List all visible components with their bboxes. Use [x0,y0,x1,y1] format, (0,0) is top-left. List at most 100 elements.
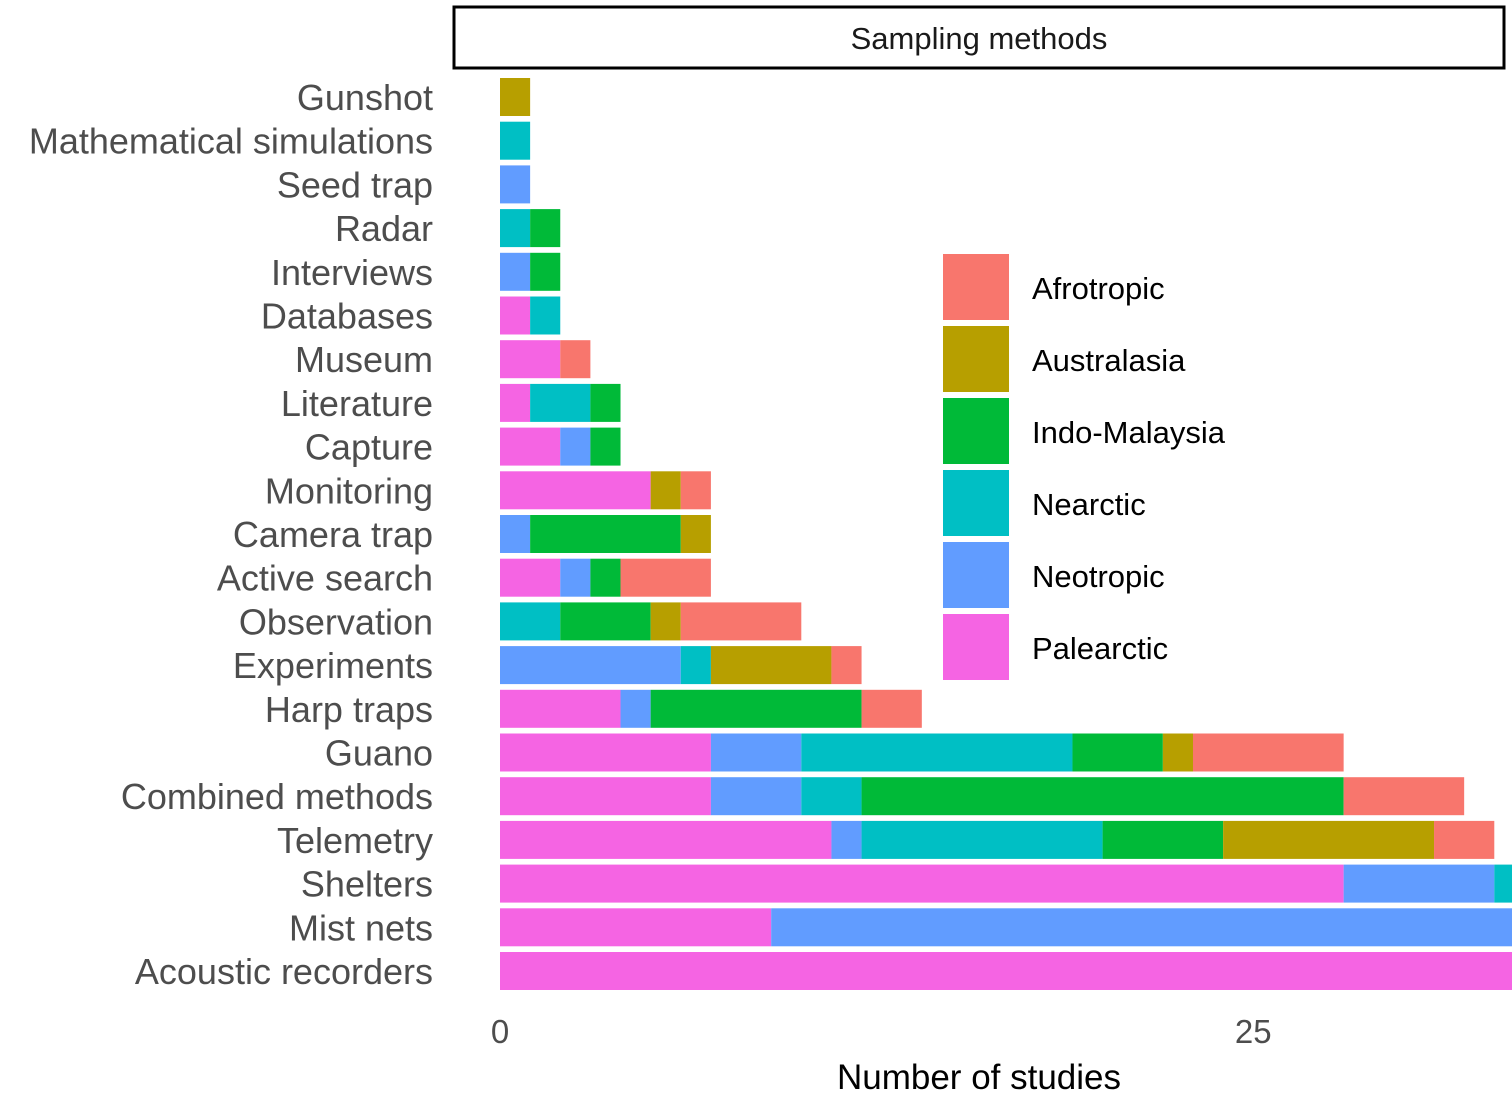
bar-segment [590,383,621,422]
category-label: Monitoring [265,470,433,511]
legend-swatch [943,398,1009,464]
bar-segment [500,209,531,248]
category-label: Seed trap [277,164,433,205]
bar-segment [500,646,681,685]
bar-segment [500,427,561,466]
legend-label: Nearctic [1032,487,1146,522]
bar-segment [500,777,711,816]
legend-label: Indo-Malaysia [1032,415,1226,450]
bar-segment [1162,733,1193,772]
bar-segment [500,515,531,553]
bars-group [500,78,1512,990]
category-label: Guano [325,733,433,774]
bar-segment [560,340,591,379]
x-tick-label: 0 [491,1013,509,1050]
bar-segment [500,121,531,160]
bar-segment [530,209,561,248]
bar-segment [500,733,711,772]
bar-segment [861,777,1344,816]
bar-segment [801,777,862,816]
bar-segment [771,908,1512,947]
bar-segment [620,689,651,728]
bar-segment [500,165,531,204]
bar-segment [500,689,621,728]
legend-label: Palearctic [1032,631,1168,666]
legend-swatch [943,470,1009,536]
bar-segment [500,78,531,116]
bar-segment [500,558,561,597]
legend-swatch [943,254,1009,320]
bar-segment [680,515,711,553]
category-label: Acoustic recorders [135,951,433,992]
bar-segment [560,558,591,597]
category-label: Capture [305,427,433,468]
bar-segment [620,558,711,597]
bar-segment [500,820,832,859]
bar-segment [590,427,621,466]
bar-segment [710,646,832,685]
bar-segment [560,602,651,641]
facet-strip: Sampling methods [452,5,1506,70]
category-label: Active search [217,558,433,599]
bar-segment [500,471,651,510]
category-label: Literature [281,383,433,424]
bar-segment [500,296,531,335]
category-label: Telemetry [277,820,433,861]
facet-strip-box [452,5,1506,70]
category-label: Databases [261,296,433,337]
category-label: Mathematical simulations [29,121,433,162]
x-axis-title: Number of studies [837,1058,1121,1097]
bar-segment [1494,864,1512,903]
legend-swatch [943,326,1009,392]
category-label: Combined methods [121,776,433,817]
x-tick-label: 25 [1235,1013,1272,1050]
bar-segment [1192,733,1344,772]
bar-segment [680,646,711,685]
bar-segment [590,558,621,597]
bar-segment [1343,777,1465,816]
bar-segment [500,602,561,641]
legend: Afrotropic Australasia Indo-Malaysia Nearct… [943,254,1226,680]
bar-segment [710,733,802,772]
category-label: Observation [239,601,433,642]
bar-segment [1434,820,1495,859]
bar-segment [801,733,1073,772]
bar-segment [1072,733,1163,772]
category-label: Experiments [233,645,433,686]
bar-segment [1102,820,1224,859]
bar-segment [530,383,591,422]
bar-segment [650,602,681,641]
bar-segment [500,952,1512,990]
bar-segment [500,864,1344,903]
category-label: Gunshot [297,77,433,118]
category-label: Interviews [271,252,433,293]
bar-segment [530,252,561,291]
category-label: Radar [335,208,433,249]
category-label: Mist nets [289,907,433,948]
x-axis: 0255075100125 [491,1013,1272,1050]
bar-segment [500,340,561,379]
bar-segment [831,820,862,859]
bar-segment [530,296,561,335]
bar-segment [650,471,681,510]
category-label: Harp traps [265,689,433,730]
bar-segment [500,252,531,291]
bar-segment [1343,864,1495,903]
category-label: Camera trap [233,514,433,555]
bar-segment [680,602,802,641]
bar-segment [500,908,772,947]
bar-segment [831,646,862,685]
category-label: Shelters [301,864,433,905]
bar-segment [530,515,681,553]
legend-label: Neotropic [1032,559,1165,594]
chart-title: Sampling methods [851,21,1108,56]
bar-segment [500,383,531,422]
legend-swatch [943,542,1009,608]
legend-label: Afrotropic [1032,271,1165,306]
bar-segment [710,777,802,816]
category-label: Museum [295,339,433,380]
bar-segment [650,689,862,728]
bar-segment [680,471,711,510]
